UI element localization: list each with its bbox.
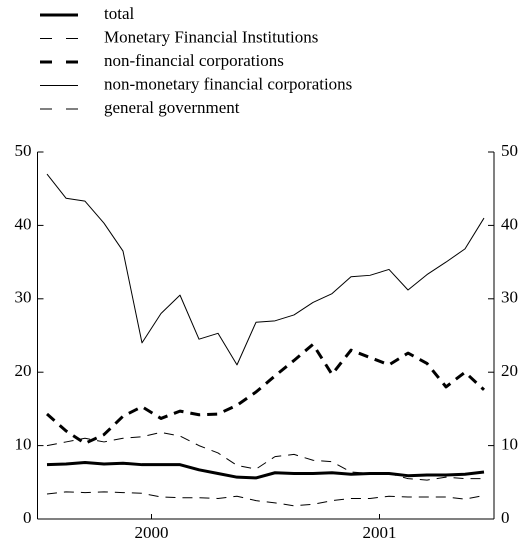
y-tick-label-right: 10 — [501, 435, 518, 454]
series-line — [46, 491, 485, 507]
y-tick-label-right: 50 — [501, 141, 518, 160]
series-line — [46, 173, 485, 366]
y-tick-label: 30 — [15, 288, 32, 307]
y-tick-label: 10 — [15, 435, 32, 454]
y-tick-label-right: 30 — [501, 288, 518, 307]
y-tick-label-right: 0 — [501, 508, 510, 527]
y-tick-label-right: 20 — [501, 361, 518, 380]
y-tick-label: 40 — [15, 214, 32, 233]
y-tick-label-right: 40 — [501, 214, 518, 233]
y-tick-label: 20 — [15, 361, 32, 380]
legend-label: non-monetary financial corporations — [104, 74, 352, 93]
x-tick-label: 2001 — [363, 523, 397, 542]
x-tick-label: 2000 — [135, 523, 169, 542]
legend-label: Monetary Financial Institutions — [104, 27, 318, 46]
series-line — [46, 342, 486, 445]
legend-label: general government — [104, 98, 240, 117]
legend-label: non-financial corporations — [104, 51, 284, 70]
y-tick-label: 0 — [23, 508, 32, 527]
series-line — [46, 431, 484, 481]
y-tick-label: 50 — [15, 141, 32, 160]
series-line — [46, 460, 485, 480]
legend-label: total — [104, 4, 134, 23]
